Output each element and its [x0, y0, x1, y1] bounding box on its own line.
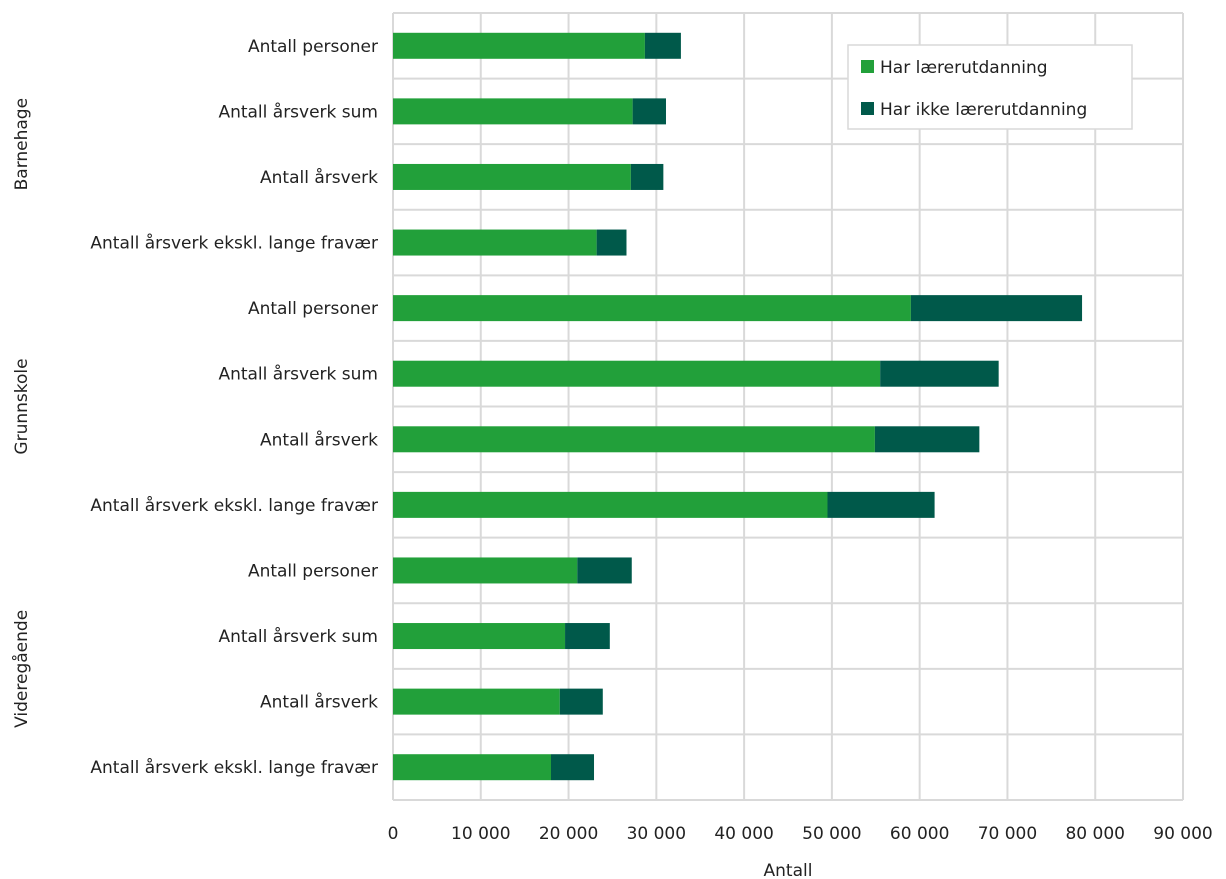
bar-har-lærerutdanning-0: [393, 32, 645, 59]
x-tick-label-0: 0: [388, 824, 399, 844]
bar-har-ikke-lærerutdanning-8: [577, 557, 632, 584]
bar-har-lærerutdanning-8: [393, 557, 578, 584]
x-axis-ticks: 0 10 000 20 000 30 000 40 000 50 000 60 000 70 …: [388, 824, 1213, 844]
category-label-3: Antall årsverk ekskl. lange fravær: [90, 233, 378, 254]
bar-har-ikke-lærerutdanning-2: [630, 163, 664, 190]
bar-har-lærerutdanning-9: [393, 623, 566, 650]
category-label-9: Antall årsverk sum: [218, 626, 378, 647]
bar-har-ikke-lærerutdanning-0: [644, 32, 681, 59]
bar-har-ikke-lærerutdanning-11: [551, 754, 595, 781]
x-tick-label-9: 90 000: [1153, 824, 1212, 844]
bar-har-lærerutdanning-1: [393, 98, 633, 125]
bar-har-ikke-lærerutdanning-10: [559, 688, 603, 715]
legend-label-har-lærerutdanning: Har lærerutdanning: [880, 58, 1048, 78]
bar-har-lærerutdanning-6: [393, 426, 875, 453]
x-tick-label-8: 80 000: [1065, 824, 1124, 844]
bar-har-ikke-lærerutdanning-3: [596, 229, 627, 256]
x-tick-label-1: 10 000: [451, 824, 510, 844]
bar-har-lærerutdanning-3: [393, 229, 597, 256]
category-label-7: Antall årsverk ekskl. lange fravær: [90, 495, 378, 516]
legend-box: [847, 44, 1133, 130]
bar-har-lærerutdanning-10: [393, 688, 560, 715]
category-label-6: Antall årsverk: [260, 429, 378, 450]
legend-label-har-ikke-lærerutdanning: Har ikke lærerutdanning: [880, 100, 1087, 120]
gridlines: [392, 12, 1184, 801]
group-label-1: Grunnskole: [12, 358, 32, 454]
bars: [393, 32, 1083, 781]
bar-har-lærerutdanning-11: [393, 754, 551, 781]
x-tick-label-7: 70 000: [978, 824, 1037, 844]
group-label-2: Videregående: [11, 610, 32, 728]
group-label-0: Barnehage: [12, 98, 32, 190]
category-label-10: Antall årsverk: [260, 692, 378, 713]
bar-har-ikke-lærerutdanning-1: [632, 98, 666, 125]
legend: Har lærerutdanning Har ikke lærerutdanni…: [847, 44, 1133, 130]
category-label-4: Antall personer: [248, 299, 378, 319]
x-tick-label-3: 30 000: [627, 824, 686, 844]
x-tick-label-2: 20 000: [539, 824, 598, 844]
bar-har-lærerutdanning-2: [393, 163, 631, 190]
bar-har-lærerutdanning-7: [393, 491, 828, 518]
group-labels: Barnehage Grunnskole Videregående: [11, 98, 32, 728]
category-label-5: Antall årsverk sum: [218, 364, 378, 385]
category-label-1: Antall årsverk sum: [218, 101, 378, 122]
x-tick-label-6: 60 000: [890, 824, 949, 844]
legend-swatch-har-ikke-lærerutdanning: [861, 102, 874, 115]
category-label-2: Antall årsverk: [260, 167, 378, 188]
x-tick-label-4: 40 000: [714, 824, 773, 844]
category-labels: Antall personer Antall årsverk sum Antall …: [90, 37, 378, 778]
bar-har-ikke-lærerutdanning-4: [910, 295, 1083, 322]
x-axis-title: Antall: [764, 861, 813, 879]
bar-har-ikke-lærerutdanning-7: [827, 491, 935, 518]
x-tick-label-5: 50 000: [802, 824, 861, 844]
bar-har-ikke-lærerutdanning-6: [874, 426, 980, 453]
category-label-11: Antall årsverk ekskl. lange fravær: [90, 757, 378, 778]
bar-har-lærerutdanning-4: [393, 295, 911, 322]
bar-har-ikke-lærerutdanning-5: [880, 360, 999, 387]
category-label-0: Antall personer: [248, 37, 378, 57]
bar-har-ikke-lærerutdanning-9: [565, 623, 610, 650]
category-label-8: Antall personer: [248, 561, 378, 581]
bar-har-lærerutdanning-5: [393, 360, 881, 387]
legend-swatch-har-lærerutdanning: [861, 60, 874, 73]
